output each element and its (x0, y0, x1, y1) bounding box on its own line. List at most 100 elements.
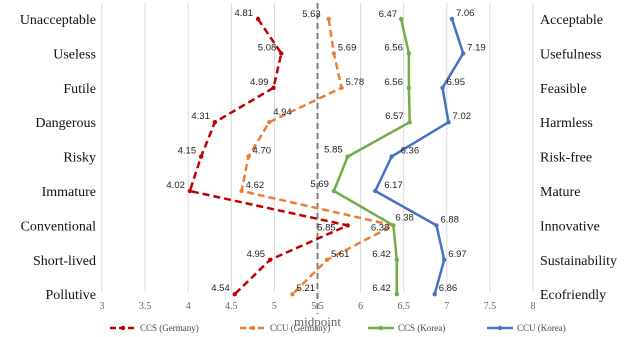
data-label: 5.63 (302, 9, 321, 20)
data-point (394, 292, 400, 297)
data-label: 6.86 (439, 283, 458, 294)
right-category-label: Mature (540, 185, 580, 200)
midpoint-label: midpoint (294, 314, 341, 329)
axis-labels: 3 3.5 4 4.5 5 5.5 6 6.5 7 7.5 8midpointUnacceptabl… (20, 13, 617, 329)
data-label: 6.42 (372, 249, 391, 260)
data-label: 6.42 (372, 283, 391, 294)
data-label: 7.06 (456, 8, 475, 19)
data-point (212, 120, 218, 125)
series-lines (187, 16, 466, 297)
data-point (198, 154, 204, 159)
data-label: 6.88 (440, 214, 459, 225)
x-tick-label: 4.5 (225, 301, 238, 312)
left-category-label: Pollutive (45, 288, 96, 303)
legend-label: CCS (Germany) (140, 323, 199, 333)
data-point (339, 85, 344, 91)
data-point (442, 257, 447, 262)
right-category-label: Sustainability (540, 254, 617, 269)
data-point (246, 154, 251, 159)
data-point (232, 292, 237, 297)
data-point (446, 120, 451, 125)
data-label: 5.08 (258, 42, 277, 53)
data-label: 5.21 (297, 283, 316, 294)
right-category-label: Innovative (540, 219, 600, 234)
data-point (279, 51, 284, 56)
data-label: 6.56 (384, 42, 403, 53)
data-label: 4.70 (253, 146, 271, 157)
data-label: 6.47 (379, 9, 398, 20)
data-point (440, 85, 445, 91)
x-tick-label: 7.5 (484, 301, 497, 312)
data-point (407, 120, 412, 125)
x-tick-label: 3 (100, 301, 105, 312)
data-label: 5.85 (317, 222, 336, 233)
data-label: 6.57 (385, 111, 404, 122)
data-labels: 4.81 5.08 4.99 4.31 4.15 4.02 5.85 4.95 4.54 5.63… (166, 8, 485, 294)
data-point (449, 16, 455, 22)
legend: CCS (Germany) CCU (Germany) CCS (Korea) CCU… (110, 323, 566, 333)
data-point (326, 16, 331, 22)
data-label: 4.54 (211, 283, 230, 294)
data-label: 5.69 (310, 179, 329, 190)
data-label: 6.38 (371, 222, 390, 233)
gridlines (101, 3, 534, 314)
x-tick-label: 7 (444, 301, 449, 312)
legend-marker (497, 325, 503, 331)
data-point (460, 51, 466, 56)
right-category-label: Acceptable (540, 13, 603, 28)
data-point (406, 51, 412, 56)
data-point (290, 292, 295, 297)
data-label: 5.61 (331, 249, 350, 260)
x-tick-label: 5 (272, 301, 277, 312)
data-point (345, 223, 350, 228)
data-label: 6.97 (448, 249, 467, 260)
data-label: 6.17 (384, 180, 403, 191)
right-category-label: Ecofriendly (540, 288, 606, 303)
left-category-label: Unacceptable (20, 13, 96, 28)
data-point (324, 257, 330, 262)
data-label: 4.31 (191, 111, 210, 122)
left-category-label: Immature (42, 185, 96, 200)
data-point (331, 51, 337, 56)
data-point (345, 154, 350, 159)
data-label: 4.02 (166, 180, 185, 191)
data-label: 5.69 (338, 42, 357, 53)
data-label: 6.95 (446, 77, 465, 88)
x-tick-label: 6.5 (397, 301, 410, 312)
x-tick-label: 5.5 (311, 301, 324, 312)
data-point (331, 188, 337, 194)
data-point (255, 16, 261, 22)
data-label: 6.38 (395, 212, 414, 223)
right-category-label: Feasible (540, 82, 587, 97)
data-point (267, 120, 272, 125)
legend-label: CCU (Germany) (270, 323, 330, 333)
data-point (391, 223, 396, 228)
data-label: 4.62 (246, 180, 264, 191)
data-label: 7.19 (467, 42, 486, 53)
data-point (389, 154, 394, 159)
x-tick-label: 3.5 (139, 301, 152, 312)
data-label: 5.78 (346, 77, 365, 88)
legend-marker (250, 325, 256, 331)
data-label: 6.56 (384, 77, 403, 88)
data-point (406, 85, 412, 91)
right-category-label: Risk-free (540, 151, 592, 166)
data-label: 4.95 (247, 249, 266, 260)
data-point (239, 188, 244, 194)
legend-marker (120, 325, 126, 331)
data-point (432, 292, 437, 297)
data-point (434, 223, 439, 228)
left-category-label: Futile (63, 82, 96, 97)
data-point (373, 188, 378, 194)
data-point (398, 16, 404, 22)
left-category-label: Risky (63, 151, 96, 166)
legend-label: CCS (Korea) (398, 323, 445, 333)
left-category-label: Conventional (21, 219, 97, 234)
data-point (394, 257, 400, 262)
legend-marker (378, 325, 384, 331)
legend-label: CCU (Korea) (517, 323, 566, 333)
data-label: 4.81 (235, 8, 254, 19)
x-tick-label: 8 (531, 301, 536, 312)
left-category-label: Useless (53, 47, 96, 62)
